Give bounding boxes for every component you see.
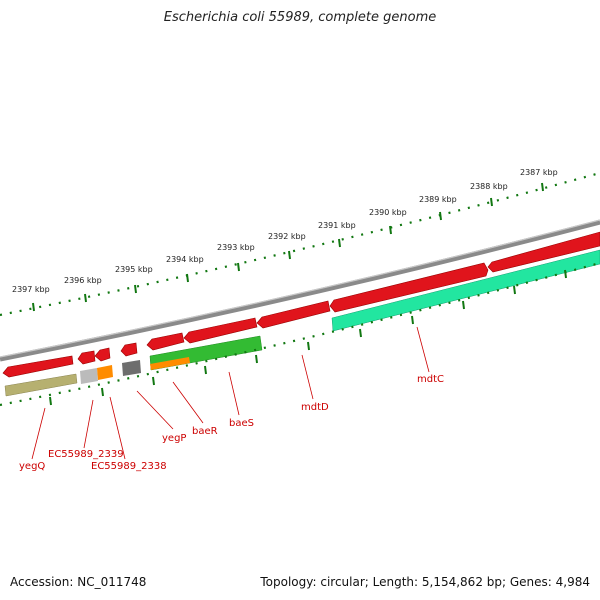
gene-yegQ — [2, 355, 74, 378]
accession-text: Accession: NC_011748 — [10, 575, 147, 589]
gene-label-yegP: yegP — [162, 433, 186, 444]
feature-orange-small — [97, 365, 113, 380]
map-title: Escherichia coli 55989, complete genome — [163, 10, 437, 25]
feature-orange — [150, 357, 190, 370]
gene-label-baeS: baeS — [229, 418, 254, 429]
gene-label-baeR: baeR — [192, 426, 218, 437]
scale-ticks-top — [32, 182, 544, 312]
gene-label-group: yegQ EC55989_2339 EC55989_2338 yegP baeR… — [19, 374, 444, 472]
scale-label-2390: 2390 kbp — [369, 208, 407, 217]
feature-track — [4, 249, 600, 397]
feature-grey — [122, 360, 141, 376]
scale-label-2393: 2393 kbp — [217, 243, 255, 252]
leader-lines — [31, 326, 430, 460]
scale-label-2394: 2394 kbp — [166, 255, 204, 264]
gene-label-yegQ: yegQ — [19, 461, 45, 472]
scale-ticks-bottom — [49, 269, 567, 406]
gene-label-EC55989_2339: EC55989_2339 — [48, 449, 124, 460]
gene-baeS — [183, 317, 258, 344]
gene-label-mdtD: mdtD — [301, 402, 329, 413]
scale-label-2397: 2397 kbp — [12, 285, 50, 294]
scale-label-2389: 2389 kbp — [419, 195, 457, 204]
scale-label-2396: 2396 kbp — [64, 276, 102, 285]
scale-label-2391: 2391 kbp — [318, 221, 356, 230]
feature-lightgrey — [80, 368, 98, 384]
gene-yegP — [120, 342, 138, 357]
gene-mdtD — [256, 300, 331, 329]
scale-label-2395: 2395 kbp — [115, 265, 153, 274]
gene-EC55989_2338 — [94, 347, 111, 362]
scale-label-2388: 2388 kbp — [470, 182, 508, 191]
gene-next — [487, 231, 600, 273]
forward-genes — [2, 231, 600, 378]
scale-label-2392: 2392 kbp — [268, 232, 306, 241]
scale-label-2387: 2387 kbp — [520, 168, 558, 177]
gene-baeR — [146, 332, 185, 351]
gene-mdtC — [329, 262, 489, 313]
genome-summary-text: Topology: circular; Length: 5,154,862 bp… — [260, 575, 590, 589]
gene-EC55989_2339 — [77, 350, 96, 365]
feature-teal — [331, 249, 600, 332]
genome-backbone — [0, 219, 600, 362]
gene-label-EC55989_2338: EC55989_2338 — [91, 461, 167, 472]
gene-label-mdtC: mdtC — [417, 374, 444, 385]
feature-olive — [4, 373, 78, 397]
